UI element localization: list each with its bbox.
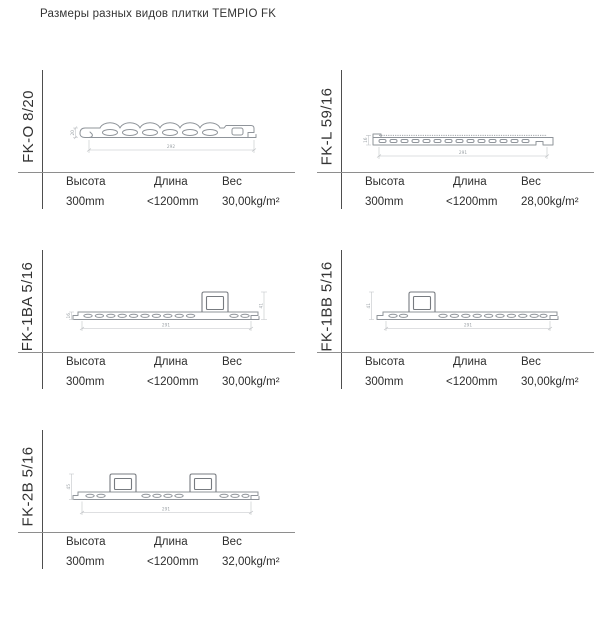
col-header-weight: Вес	[222, 536, 242, 548]
profile-drawing-fk-l: 291 16	[363, 133, 554, 159]
panel-label-box: FK-1BB 5/16	[314, 258, 340, 354]
col-header-length: Длина	[453, 176, 487, 188]
vertical-rule	[42, 250, 43, 389]
horizontal-rule	[18, 532, 295, 533]
vertical-rule	[341, 70, 342, 209]
col-header-height: Высота	[66, 176, 106, 188]
dimension-lines	[366, 135, 550, 159]
panel-fk-o: FK-O 8/20 292 20 Высота Длина Вес 300mm …	[14, 60, 301, 234]
dim-height-label: 16	[363, 137, 369, 143]
profile-holes	[102, 129, 218, 136]
col-header-height: Высота	[66, 536, 106, 548]
panel-label: FK-1BB 5/16	[318, 260, 336, 352]
col-header-height: Высота	[66, 356, 106, 368]
vertical-rule	[42, 430, 43, 569]
dim-width-label: 291	[162, 507, 170, 513]
panel-label-box: FK-O 8/20	[15, 78, 41, 174]
col-header-weight: Вес	[521, 176, 541, 188]
col-header-length: Длина	[453, 356, 487, 368]
profile-box	[201, 291, 229, 312]
value-weight: 28,00kg/m²	[521, 196, 579, 208]
profile-outline	[376, 311, 559, 320]
panel-label-box: FK-L 59/16	[314, 78, 340, 174]
dimension-lines	[69, 473, 254, 515]
horizontal-rule	[317, 352, 594, 353]
profile-drawing-fk-o: 292 20	[70, 122, 257, 153]
value-height: 300mm	[66, 376, 105, 388]
profile-drawing-fk-1ba: 291 41 16	[66, 291, 267, 331]
dim-width-label: 292	[167, 144, 175, 150]
horizontal-rule	[18, 352, 295, 353]
value-weight: 30,00kg/m²	[222, 196, 280, 208]
profile-drawing-fk-1bb: 291 41	[366, 291, 559, 331]
value-height: 300mm	[66, 196, 105, 208]
vertical-rule	[341, 250, 342, 389]
panel-label: FK-2B 5/16	[19, 446, 37, 526]
col-header-weight: Вес	[222, 356, 242, 368]
profile-outline	[72, 311, 260, 320]
profile-boxes	[109, 473, 217, 492]
value-length: <1200mm	[147, 556, 199, 568]
dim-width-label: 291	[459, 150, 467, 156]
vertical-rule	[42, 70, 43, 209]
dimension-lines	[369, 291, 553, 331]
col-header-weight: Вес	[521, 356, 541, 368]
value-height: 300mm	[365, 376, 404, 388]
panel-label: FK-L 59/16	[318, 87, 336, 165]
profile-outline	[372, 133, 554, 146]
dim-height-right-label: 41	[259, 303, 265, 309]
dimension-lines	[73, 126, 257, 153]
panel-label-box: FK-2B 5/16	[15, 438, 41, 534]
dim-height-label: 20	[70, 130, 76, 136]
col-header-weight: Вес	[222, 176, 242, 188]
panel-fk-2b: FK-2B 5/16 291 45	[14, 420, 301, 594]
horizontal-rule	[18, 172, 295, 173]
panel-label-box: FK-1BA 5/16	[15, 258, 41, 354]
dim-height-left-label: 16	[66, 313, 72, 319]
panel-fk-1bb: FK-1BB 5/16 291 41 Высо	[313, 240, 600, 414]
profile-outline	[79, 122, 257, 138]
value-length: <1200mm	[147, 196, 199, 208]
horizontal-rule	[317, 172, 594, 173]
dim-width-label: 291	[162, 323, 170, 329]
col-header-height: Высота	[365, 176, 405, 188]
dim-height-label: 41	[366, 303, 372, 309]
dim-width-label: 291	[464, 323, 472, 329]
value-length: <1200mm	[147, 376, 199, 388]
panel-label: FK-O 8/20	[19, 89, 37, 163]
page-title: Размеры разных видов плитки TEMPIO FK	[40, 8, 277, 20]
panel-fk-1ba: FK-1BA 5/16 291 41 1	[14, 240, 301, 414]
value-height: 300mm	[66, 556, 105, 568]
col-header-length: Длина	[154, 176, 188, 188]
profile-holes	[378, 139, 530, 143]
profile-box	[408, 291, 436, 312]
profile-outline	[72, 491, 260, 500]
panel-label: FK-1BA 5/16	[19, 261, 37, 351]
dim-height-label: 45	[66, 484, 72, 490]
value-length: <1200mm	[446, 376, 498, 388]
col-header-height: Высота	[365, 356, 405, 368]
value-length: <1200mm	[446, 196, 498, 208]
value-height: 300mm	[365, 196, 404, 208]
col-header-length: Длина	[154, 356, 188, 368]
value-weight: 30,00kg/m²	[521, 376, 579, 388]
profile-holes	[85, 493, 250, 498]
profile-holes	[388, 313, 548, 318]
profile-holes	[83, 313, 250, 318]
value-weight: 30,00kg/m²	[222, 376, 280, 388]
col-header-length: Длина	[154, 536, 188, 548]
panel-fk-l: FK-L 59/16 291 16 Высота Длина Вес 300mm…	[313, 60, 600, 234]
value-weight: 32,00kg/m²	[222, 556, 280, 568]
profile-drawing-fk-2b: 291 45	[66, 473, 260, 515]
dimension-lines	[69, 291, 267, 331]
